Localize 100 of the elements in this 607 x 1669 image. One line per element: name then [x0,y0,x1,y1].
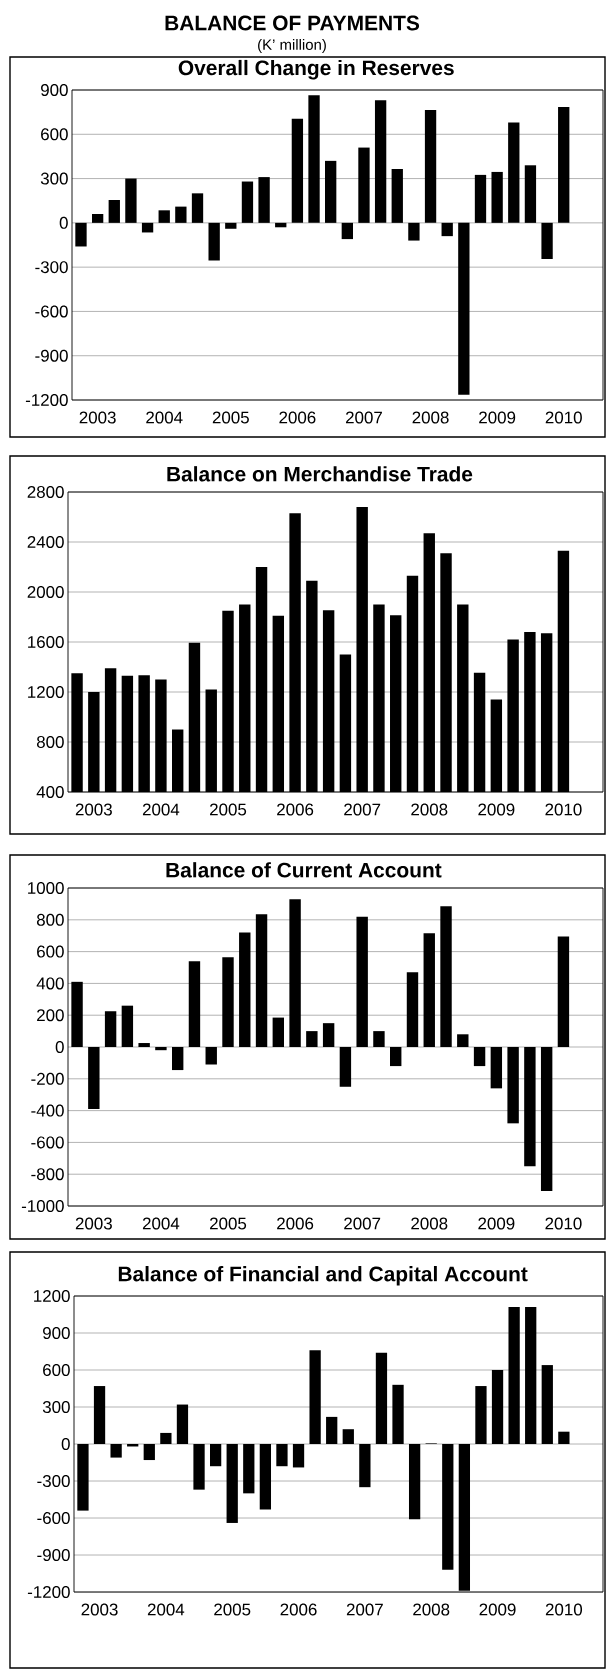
x-tick-label: 2007 [345,411,382,424]
x-tick-label: 2010 [545,1603,583,1616]
chart-title: Balance of Financial and Capital Account [118,1266,528,1286]
bar [391,168,403,223]
bar [356,916,368,1048]
bar [110,1444,122,1458]
bar [359,1444,371,1488]
x-tick-label: 2007 [344,803,381,816]
x-tick-label: 2006 [279,411,316,424]
x-tick-label: 2009 [479,411,516,424]
bar [191,193,204,223]
bar [71,981,83,1048]
bar [392,1384,404,1445]
bar [141,222,154,233]
y-tick-label: -1200 [27,1586,70,1599]
bar [306,1031,318,1048]
bar [524,165,537,223]
bar [473,1047,486,1067]
x-tick-label: 2009 [478,803,515,816]
bar [104,1011,117,1048]
bar [226,1444,238,1523]
y-tick-label: 2000 [27,586,64,599]
x-tick-label: 2006 [280,1603,317,1616]
bar [171,1047,184,1071]
bar [541,1365,553,1445]
bar [121,1005,134,1048]
bar [175,206,187,223]
text: BALANCE OF PAYMENTS [165,15,420,31]
x-tick-label: 2005 [210,803,247,816]
bar [205,1047,217,1065]
bar [309,1350,321,1445]
y-tick-label: -600 [37,1512,70,1525]
bar [258,177,270,223]
bar [208,222,220,261]
bar [358,147,370,223]
y-tick-label: 400 [36,786,64,799]
x-tick-label: 2008 [412,411,449,424]
x-tick-label: 2003 [81,1603,118,1616]
bar [193,1444,205,1490]
y-tick-label: 300 [40,172,68,185]
bar [138,1043,150,1048]
bar [225,222,237,229]
x-tick-label: 2010 [545,1217,582,1230]
x-tick-label: 2004 [142,803,180,816]
bar [491,171,503,223]
y-tick-label: 900 [43,1327,70,1340]
bar [442,1444,454,1570]
bar [408,1444,421,1520]
y-tick-label: 2400 [27,536,64,549]
x-tick-label: 2005 [210,1217,247,1230]
y-tick-label: -400 [31,1104,64,1117]
y-tick-label: 400 [36,977,64,990]
y-tick-label: -300 [37,1475,70,1488]
bar [406,972,419,1048]
bar [239,932,251,1048]
y-tick-label: -1000 [21,1200,64,1213]
bar [243,1444,255,1494]
bar [374,100,387,223]
bar [108,199,120,223]
y-tick-label: -600 [35,305,68,318]
y-tick-label: 800 [36,736,64,749]
x-tick-label: 2008 [411,803,448,816]
x-tick-label: 2008 [411,1217,448,1230]
bar [558,106,570,223]
bar [423,933,435,1048]
bar [339,1047,352,1087]
x-tick-label: 2009 [479,1603,516,1616]
y-tick-label: 0 [59,216,68,229]
bar [540,1047,553,1191]
text: (K’ million) [258,39,326,53]
bar [342,1429,354,1445]
bar [272,1017,285,1048]
y-tick-label: 1200 [28,686,64,699]
bar [373,1031,385,1048]
bar [158,210,170,223]
bar [289,899,301,1048]
bar [525,1307,537,1445]
bar [176,1404,189,1445]
bar [75,222,87,247]
bar [508,1307,520,1445]
bar [524,1047,536,1167]
y-tick-label: 900 [41,84,68,96]
y-tick-label: -600 [31,1136,64,1149]
bar [408,222,420,241]
bar [457,1034,469,1048]
bar [88,1047,100,1110]
bar [259,1444,272,1510]
bar [292,1444,305,1468]
x-tick-label: 2009 [478,1217,515,1230]
bar [143,1444,155,1461]
bar [222,957,234,1048]
x-tick-label: 2007 [344,1217,381,1230]
bar [390,1047,402,1067]
bar [155,1047,167,1051]
y-tick-label: 0 [61,1438,70,1451]
x-tick-label: 2004 [147,1603,185,1616]
x-tick-label: 2003 [75,1217,112,1230]
y-tick-label: 2800 [27,486,64,499]
y-tick-label: -1200 [25,394,68,407]
x-tick-label: 2007 [346,1603,383,1616]
